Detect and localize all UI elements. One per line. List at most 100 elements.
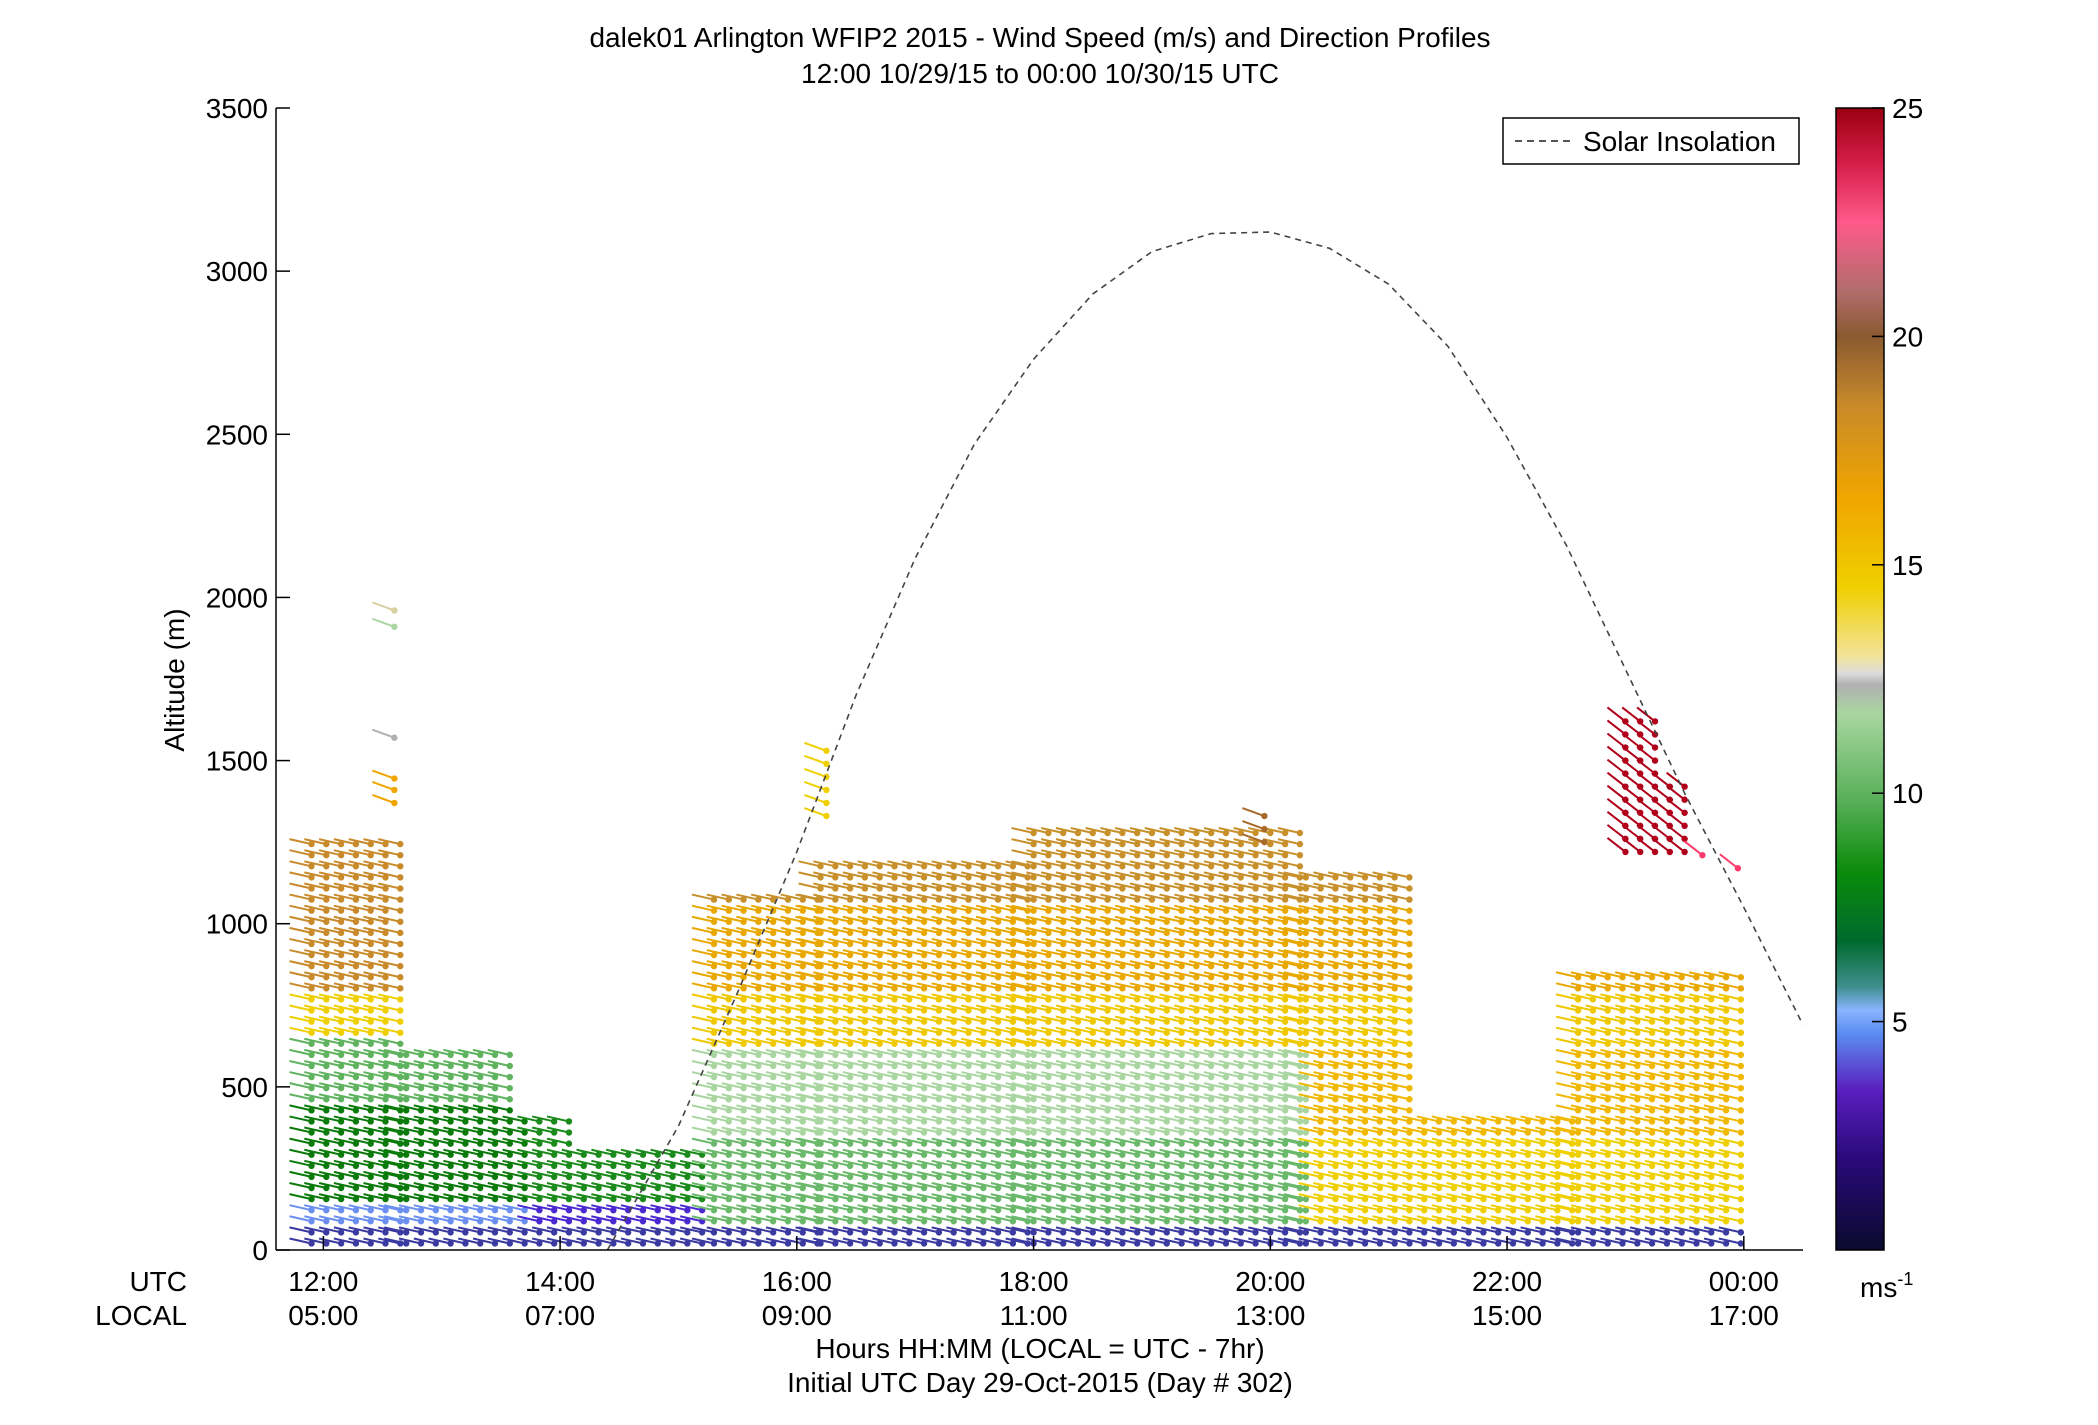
wind-point [382,1029,389,1036]
wind-barb [348,860,371,868]
wind-barb [333,1182,357,1189]
wind-barb [289,960,312,968]
wind-barb [348,1093,371,1101]
wind-point [595,1206,602,1214]
wind-point [799,1084,806,1092]
wind-point [417,1118,425,1125]
wind-point [323,863,330,870]
wind-barb [304,1037,327,1045]
wind-point [382,1151,389,1158]
wind-point [624,1184,632,1192]
wind-barb [765,1137,789,1145]
wind-point [323,851,330,859]
wind-barb [531,1237,555,1245]
wind-barb [706,1059,729,1067]
wind-point [506,1162,513,1170]
wind-barb [487,1193,511,1201]
wind-barb [691,1204,715,1212]
wind-barb [318,1159,342,1167]
wind-barb [706,893,729,901]
wind-point [521,1206,528,1214]
wind-barb [750,1048,774,1056]
wind-barb [333,1215,357,1223]
wind-point [367,985,374,992]
wind-point [725,1084,732,1092]
wind-point [382,1018,389,1025]
wind-barb [706,1037,729,1045]
wind-point [323,1173,330,1181]
wind-point [476,1240,484,1247]
wind-barb [472,1115,496,1123]
wind-point [536,1140,543,1147]
wind-point [784,1195,792,1203]
wind-barb [472,1204,496,1212]
wind-point [506,1084,513,1092]
wind-barb [721,1204,744,1212]
wind-point [352,1073,360,1081]
wind-point [1406,1018,1413,1025]
wind-point [755,896,762,903]
wind-barb [378,1059,401,1067]
wind-point [352,896,360,903]
wind-barb [348,1126,371,1134]
wind-barb [413,1059,437,1067]
wind-barb [546,1193,570,1201]
wind-barb [304,904,327,912]
wind-point [367,851,374,859]
wind-barb [443,1204,466,1212]
wind-barb [383,1204,407,1212]
wind-barb [457,1182,481,1189]
wind-barb [318,1059,342,1067]
wind-barb [546,1159,570,1167]
wind-barb [333,937,357,945]
wind-point [403,1195,410,1203]
wind-barb [780,1137,803,1145]
wind-barb [378,1204,401,1212]
wind-point [447,1229,454,1236]
wind-point [710,1007,718,1014]
wind-point [740,985,747,992]
wind-barb [398,1182,422,1189]
wind-barb [706,1226,729,1234]
wind-point [684,1173,691,1181]
wind-point [610,1218,617,1225]
wind-point [740,940,747,948]
wind-point [308,985,315,992]
wind-point [447,1051,454,1059]
wind-barb [765,1159,789,1167]
wind-point [308,1029,315,1036]
wind-point [1406,1007,1413,1014]
wind-point [491,1129,499,1136]
wind-barb [363,1204,386,1212]
wind-point [323,907,330,914]
wind-point [308,918,315,925]
wind-barb [428,1082,451,1090]
wind-barb [721,926,744,934]
wind-barb [691,982,715,990]
wind-point [784,996,792,1003]
wind-point [352,1229,360,1236]
wind-point [755,951,762,959]
wind-barb [378,860,401,868]
wind-barb [691,1226,715,1234]
wind-point [476,1162,484,1170]
wind-point [740,996,747,1003]
wind-barb [333,904,357,912]
wind-point [725,1073,732,1081]
wind-point [710,896,718,903]
wind-point [382,1173,389,1181]
wind-point [382,996,389,1003]
wind-barb [706,1004,729,1012]
wind-point [740,1018,747,1025]
wind-barb [289,1004,312,1012]
wind-barb [304,1071,327,1079]
wind-point [1406,896,1413,903]
wind-point [639,1173,647,1181]
wind-barb [691,904,715,912]
wind-point [323,996,330,1003]
wind-barb [457,1048,481,1056]
wind-point [769,1184,777,1192]
wind-point [352,874,360,881]
wind-barb [348,960,371,968]
wind-point [521,1151,528,1158]
